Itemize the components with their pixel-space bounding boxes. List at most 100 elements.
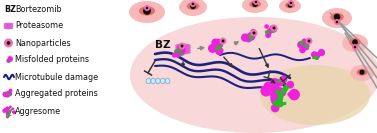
Circle shape bbox=[271, 28, 275, 32]
Circle shape bbox=[261, 86, 271, 97]
Circle shape bbox=[2, 109, 6, 113]
Circle shape bbox=[172, 52, 177, 58]
Circle shape bbox=[11, 107, 14, 110]
Circle shape bbox=[6, 91, 11, 95]
Circle shape bbox=[280, 75, 287, 83]
Circle shape bbox=[8, 110, 11, 113]
Circle shape bbox=[287, 92, 292, 97]
Circle shape bbox=[12, 110, 16, 114]
Circle shape bbox=[8, 107, 9, 108]
Circle shape bbox=[313, 52, 320, 59]
Circle shape bbox=[268, 30, 272, 34]
Circle shape bbox=[267, 31, 270, 33]
Circle shape bbox=[4, 109, 8, 113]
Circle shape bbox=[246, 33, 253, 40]
Circle shape bbox=[8, 107, 11, 109]
Circle shape bbox=[8, 58, 12, 62]
Circle shape bbox=[6, 115, 9, 119]
Circle shape bbox=[270, 92, 279, 100]
Text: Bortezomib: Bortezomib bbox=[15, 5, 61, 14]
Circle shape bbox=[288, 89, 300, 100]
Text: Microtubule damage: Microtubule damage bbox=[15, 72, 98, 82]
Circle shape bbox=[273, 100, 280, 107]
Circle shape bbox=[9, 89, 12, 92]
Circle shape bbox=[8, 96, 9, 97]
Text: Proteasome: Proteasome bbox=[15, 22, 63, 30]
Circle shape bbox=[10, 109, 12, 111]
Circle shape bbox=[192, 3, 194, 5]
Circle shape bbox=[279, 99, 283, 103]
Circle shape bbox=[318, 49, 325, 56]
Ellipse shape bbox=[175, 46, 191, 50]
Ellipse shape bbox=[249, 1, 261, 8]
Circle shape bbox=[9, 105, 12, 108]
Circle shape bbox=[304, 44, 307, 46]
Circle shape bbox=[2, 92, 8, 97]
Circle shape bbox=[267, 28, 272, 34]
Circle shape bbox=[275, 90, 280, 94]
Circle shape bbox=[7, 107, 9, 109]
Text: BZ: BZ bbox=[155, 40, 171, 50]
Circle shape bbox=[305, 45, 308, 48]
Circle shape bbox=[178, 49, 181, 52]
Circle shape bbox=[286, 81, 294, 89]
Text: Aggresome: Aggresome bbox=[15, 107, 61, 115]
Circle shape bbox=[6, 112, 9, 116]
Ellipse shape bbox=[129, 1, 165, 23]
Ellipse shape bbox=[3, 23, 14, 25]
Circle shape bbox=[274, 88, 280, 94]
Circle shape bbox=[220, 45, 222, 47]
Circle shape bbox=[336, 21, 338, 23]
Circle shape bbox=[277, 88, 286, 97]
Ellipse shape bbox=[330, 13, 344, 21]
Circle shape bbox=[7, 110, 9, 112]
Ellipse shape bbox=[161, 78, 165, 84]
Circle shape bbox=[8, 111, 9, 112]
Circle shape bbox=[253, 0, 259, 5]
Text: Misfolded proteins: Misfolded proteins bbox=[15, 55, 89, 65]
Circle shape bbox=[214, 39, 222, 48]
Circle shape bbox=[6, 92, 10, 96]
Circle shape bbox=[178, 45, 186, 54]
Circle shape bbox=[178, 48, 185, 56]
Circle shape bbox=[299, 46, 306, 53]
Circle shape bbox=[272, 87, 279, 94]
Circle shape bbox=[211, 39, 219, 46]
Circle shape bbox=[180, 52, 183, 56]
Circle shape bbox=[174, 49, 178, 53]
Circle shape bbox=[277, 79, 281, 83]
Ellipse shape bbox=[357, 69, 368, 76]
Circle shape bbox=[177, 45, 182, 50]
Circle shape bbox=[266, 84, 277, 96]
Circle shape bbox=[6, 91, 12, 96]
Circle shape bbox=[7, 108, 9, 110]
Circle shape bbox=[6, 111, 9, 114]
Circle shape bbox=[354, 46, 356, 48]
Circle shape bbox=[175, 53, 181, 58]
Circle shape bbox=[315, 56, 319, 59]
Circle shape bbox=[6, 58, 11, 62]
Circle shape bbox=[9, 111, 11, 113]
Circle shape bbox=[8, 56, 11, 59]
Circle shape bbox=[277, 96, 283, 101]
Circle shape bbox=[146, 7, 148, 9]
Circle shape bbox=[282, 88, 287, 93]
Ellipse shape bbox=[151, 78, 155, 84]
Circle shape bbox=[8, 56, 13, 61]
Circle shape bbox=[299, 41, 304, 45]
Circle shape bbox=[255, 1, 257, 3]
Circle shape bbox=[297, 41, 305, 48]
Circle shape bbox=[315, 53, 320, 58]
Circle shape bbox=[215, 39, 223, 47]
Circle shape bbox=[175, 49, 181, 56]
Circle shape bbox=[8, 113, 10, 115]
Circle shape bbox=[265, 32, 271, 38]
Ellipse shape bbox=[349, 38, 361, 46]
Circle shape bbox=[190, 3, 196, 9]
Circle shape bbox=[271, 78, 277, 84]
Circle shape bbox=[270, 78, 280, 89]
Ellipse shape bbox=[260, 65, 370, 125]
Circle shape bbox=[6, 110, 9, 112]
Circle shape bbox=[215, 47, 224, 55]
Circle shape bbox=[271, 92, 283, 104]
